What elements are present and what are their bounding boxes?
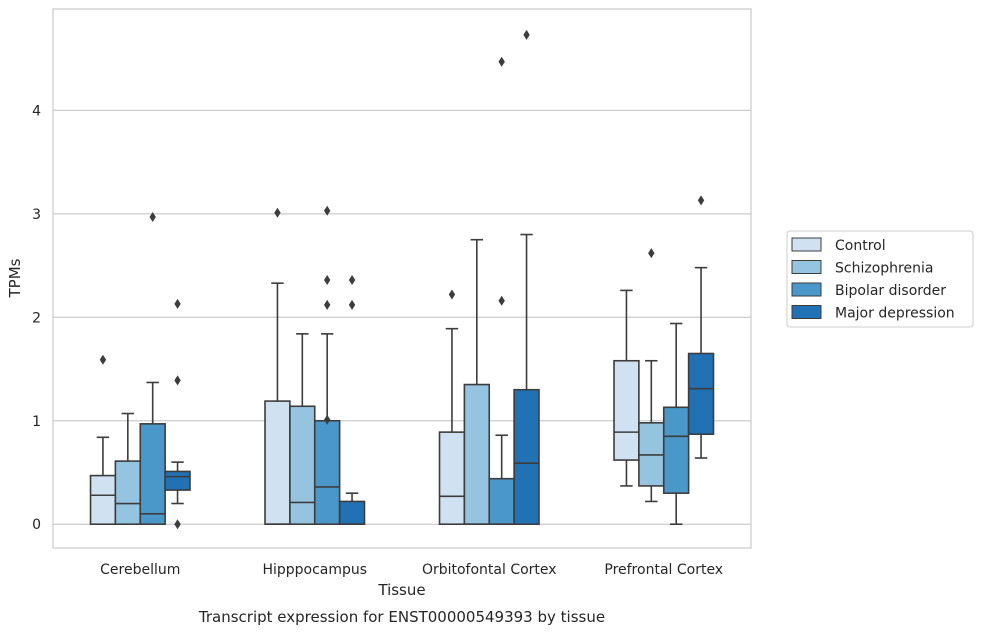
outlier-point-0 [448,289,456,300]
legend-item-2: Bipolar disorder [791,282,946,299]
box-1-3 [338,275,366,526]
box-3-3 [687,195,715,459]
legend-label: Bipolar disorder [835,283,946,299]
box-body [438,431,466,526]
x-tick-label-0: Cerebellum [100,562,180,578]
plot-frame [52,8,752,549]
legend-swatch [791,305,822,319]
outlier-point-0 [323,205,331,216]
outlier-point-1 [323,275,331,286]
box-1-2 [313,205,341,526]
box-0-0 [89,354,117,526]
box-body [613,359,640,461]
outlier-point-2 [174,519,181,530]
x-tick-label-3: Prefrontal Cortex [604,562,723,578]
box-body [264,400,291,526]
legend: Control Schizophrenia Bipolar disorder Majo… [786,230,974,328]
legend-swatch [791,260,822,274]
y-tick-label-0: 0 [32,517,41,533]
box-0-1 [114,412,142,526]
outlier-point-0 [523,29,530,40]
x-axis-label: Tissue [377,581,425,599]
legend-label: Control [835,238,886,254]
y-tick-label-3: 3 [32,207,41,223]
legend-swatch [791,282,822,297]
box-2-0 [438,289,466,526]
outlier-point-1 [348,299,356,310]
box-body [289,405,316,526]
outlier-point-0 [99,354,107,365]
box-body [662,406,690,494]
box-2-3 [513,29,540,526]
legend-item-0: Control [791,237,886,254]
y-axis-label: TPMs [6,258,24,298]
box-body [313,419,341,526]
box-groups [89,29,715,530]
y-tick-labels: 0 1 2 3 4 [32,103,41,533]
outlier-point-0 [174,298,181,309]
outlier-point-0 [274,207,281,218]
legend-item-3: Major depression [791,305,955,322]
box-body [89,474,117,526]
box-1-1 [289,333,316,526]
box-3-1 [638,248,665,503]
box-2-1 [463,238,491,526]
x-tick-label-1: Hipppocampus [262,562,367,578]
box-body [687,352,715,435]
outlier-point-3 [323,414,331,425]
outlier-point-0 [697,195,705,206]
outlier-point-1 [174,375,181,386]
box-3-0 [613,289,640,487]
x-tick-labels: Cerebellum Hipppocampus Orbitofontal Corte… [100,562,723,578]
box-body [164,470,191,491]
box-body [139,423,166,526]
box-body [488,477,515,526]
box-body [114,460,142,526]
box-0-2 [139,211,166,526]
y-tick-label-1: 1 [32,414,41,430]
box-body [513,388,540,526]
y-tick-label-2: 2 [32,310,41,326]
legend-frame [786,230,974,328]
outlier-point-1 [498,295,505,306]
outlier-point-0 [648,248,655,259]
box-2-2 [488,56,515,526]
legend-label: Schizophrenia [835,261,933,277]
x-tick-label-2: Orbitofontal Cortex [422,562,557,578]
box-0-3 [164,298,191,530]
legend-label: Major depression [835,306,955,322]
box-1-0 [264,207,291,526]
box-body [338,500,366,526]
outlier-point-2 [323,299,331,310]
outlier-point-0 [498,56,505,67]
legend-item-1: Schizophrenia [791,260,933,277]
outlier-point-0 [348,275,356,286]
box-3-2 [662,322,690,526]
box-body [463,383,491,526]
legend-swatch [791,237,822,252]
outlier-point-0 [149,211,156,222]
chart-caption: Transcript expression for ENST0000054939… [198,608,605,626]
y-tick-label-4: 4 [32,103,41,119]
